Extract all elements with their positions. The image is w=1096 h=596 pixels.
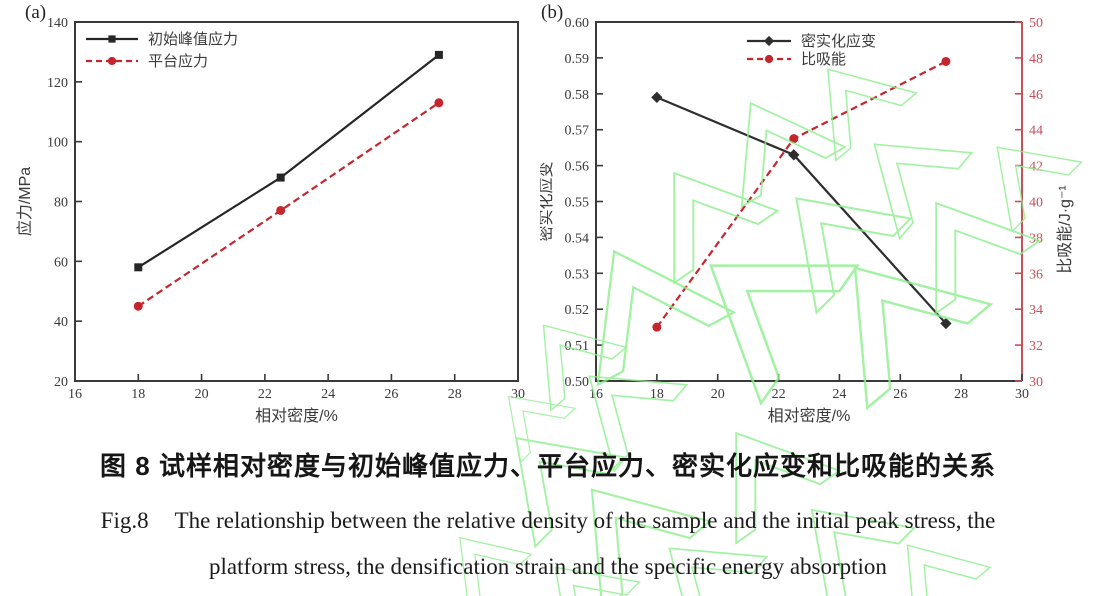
y-tick-label: 140 bbox=[47, 16, 68, 31]
y-tick-label: 120 bbox=[47, 76, 68, 91]
series-line bbox=[137, 101, 440, 308]
caption-figure-number: Fig.8 bbox=[100, 508, 149, 533]
y-tick-label: 0.50 bbox=[565, 375, 590, 390]
right-y-tick-label: 42 bbox=[1029, 160, 1043, 175]
x-tick-label: 22 bbox=[258, 387, 272, 402]
right-y-tick-label: 38 bbox=[1029, 231, 1043, 246]
right-y-tick-label: 32 bbox=[1029, 339, 1043, 354]
series-square bbox=[134, 50, 443, 272]
series-diamond bbox=[651, 91, 952, 330]
legend-label: 比吸能 bbox=[801, 51, 846, 68]
series-line bbox=[656, 96, 947, 325]
caption-english-line2: platform stress, the densification strai… bbox=[209, 554, 887, 579]
y-axis-title: 密实化应变 bbox=[540, 161, 555, 241]
y-tick-label: 60 bbox=[54, 255, 68, 270]
x-tick-label: 30 bbox=[511, 387, 525, 402]
y-tick-label: 0.58 bbox=[565, 88, 590, 103]
y-axis-title: 应力/MPa bbox=[15, 167, 34, 236]
chart-panel-a: 16 18 20 22 24 26 28 30 相对密度/% 20 40 60 80 100 120 140 应… bbox=[15, 2, 525, 425]
right-y-tick-label: 50 bbox=[1029, 16, 1043, 31]
legend-label: 密实化应变 bbox=[801, 32, 876, 50]
x-axis-title: 相对密度/% bbox=[255, 407, 338, 425]
x-tick-label: 18 bbox=[131, 387, 145, 402]
x-axis-title: 相对密度/% bbox=[768, 407, 851, 425]
circle-marker bbox=[276, 205, 286, 215]
x-tick-label: 26 bbox=[384, 387, 398, 402]
legend-label: 初始峰值应力 bbox=[148, 30, 238, 48]
x-tick-label: 16 bbox=[68, 387, 82, 402]
circle-marker bbox=[133, 301, 143, 311]
series-circle bbox=[133, 98, 444, 311]
x-tick-label: 28 bbox=[448, 387, 462, 402]
y-tick-label: 80 bbox=[54, 196, 68, 211]
right-y-tick-label: 34 bbox=[1029, 303, 1043, 318]
x-tick-label: 20 bbox=[195, 387, 209, 402]
y-tick-label: 100 bbox=[47, 136, 68, 151]
circle-marker bbox=[652, 322, 662, 332]
panel-label: (b) bbox=[541, 2, 563, 23]
right-y-tick-label: 30 bbox=[1029, 375, 1043, 390]
square-marker bbox=[134, 263, 143, 272]
y-tick-label: 0.59 bbox=[565, 52, 590, 67]
series-line bbox=[137, 54, 440, 269]
x-tick-label: 16 bbox=[589, 387, 603, 402]
right-y-tick-label: 46 bbox=[1029, 88, 1043, 103]
x-tick-label: 30 bbox=[1015, 387, 1029, 402]
series-line bbox=[655, 60, 947, 328]
y-tick-label: 0.51 bbox=[565, 339, 590, 354]
legend-label: 平台应力 bbox=[148, 52, 208, 70]
right-y-tick-label: 40 bbox=[1029, 196, 1043, 211]
x-tick-label: 24 bbox=[321, 387, 335, 402]
circle-marker bbox=[434, 98, 444, 108]
y-tick-label: 0.53 bbox=[565, 267, 590, 282]
axis-spines bbox=[74, 21, 519, 382]
square-marker bbox=[434, 50, 443, 59]
y-tick-label: 0.55 bbox=[565, 196, 590, 211]
axes: 16 18 20 22 24 26 28 30 相对密度/% 20 40 60 80 100 120 140 应… bbox=[15, 16, 525, 425]
caption-chinese: 图 8 试样相对密度与初始峰值应力、平台应力、密实化应变和比吸能的关系 bbox=[100, 451, 996, 481]
diamond-marker bbox=[763, 35, 775, 47]
right-y-tick-label: 36 bbox=[1029, 267, 1043, 282]
x-tick-label: 24 bbox=[832, 387, 846, 402]
circle-marker bbox=[764, 54, 774, 64]
x-tick-label: 22 bbox=[772, 387, 786, 402]
circle-marker bbox=[107, 56, 117, 66]
right-y-tick-label: 44 bbox=[1029, 124, 1043, 139]
axes: 16 18 20 22 24 26 28 30 相对密度/% 0.50 0.51 0.52 0.53 0.… bbox=[540, 16, 1074, 425]
y-tick-label: 0.54 bbox=[565, 231, 590, 246]
y-tick-label: 20 bbox=[54, 375, 68, 390]
circle-marker bbox=[941, 56, 951, 66]
series-circle bbox=[652, 56, 951, 332]
y-tick-label: 0.57 bbox=[565, 124, 590, 139]
x-tick-label: 20 bbox=[711, 387, 725, 402]
caption-english-text: The relationship between the relative de… bbox=[174, 508, 996, 533]
square-marker bbox=[276, 173, 285, 182]
x-tick-label: 26 bbox=[893, 387, 907, 402]
y-tick-label: 0.52 bbox=[565, 303, 590, 318]
chart-panel-b: 16 18 20 22 24 26 28 30 相对密度/% 0.50 0.51 0.52 0.53 0.… bbox=[540, 2, 1074, 425]
y-tick-label: 0.56 bbox=[565, 160, 590, 175]
caption-english-line1: Fig.8 The relationship between the relati… bbox=[0, 508, 1096, 534]
square-marker bbox=[108, 35, 116, 43]
y-tick-label: 40 bbox=[54, 315, 68, 330]
x-tick-label: 28 bbox=[954, 387, 968, 402]
diamond-marker bbox=[651, 91, 663, 104]
right-y-axis-title: 比吸能/J·g⁻¹ bbox=[1056, 185, 1074, 273]
right-y-tick-label: 48 bbox=[1029, 52, 1043, 67]
y-tick-label: 0.60 bbox=[565, 16, 590, 31]
panel-label: (a) bbox=[25, 2, 46, 23]
circle-marker bbox=[789, 134, 799, 144]
x-tick-label: 18 bbox=[650, 387, 664, 402]
